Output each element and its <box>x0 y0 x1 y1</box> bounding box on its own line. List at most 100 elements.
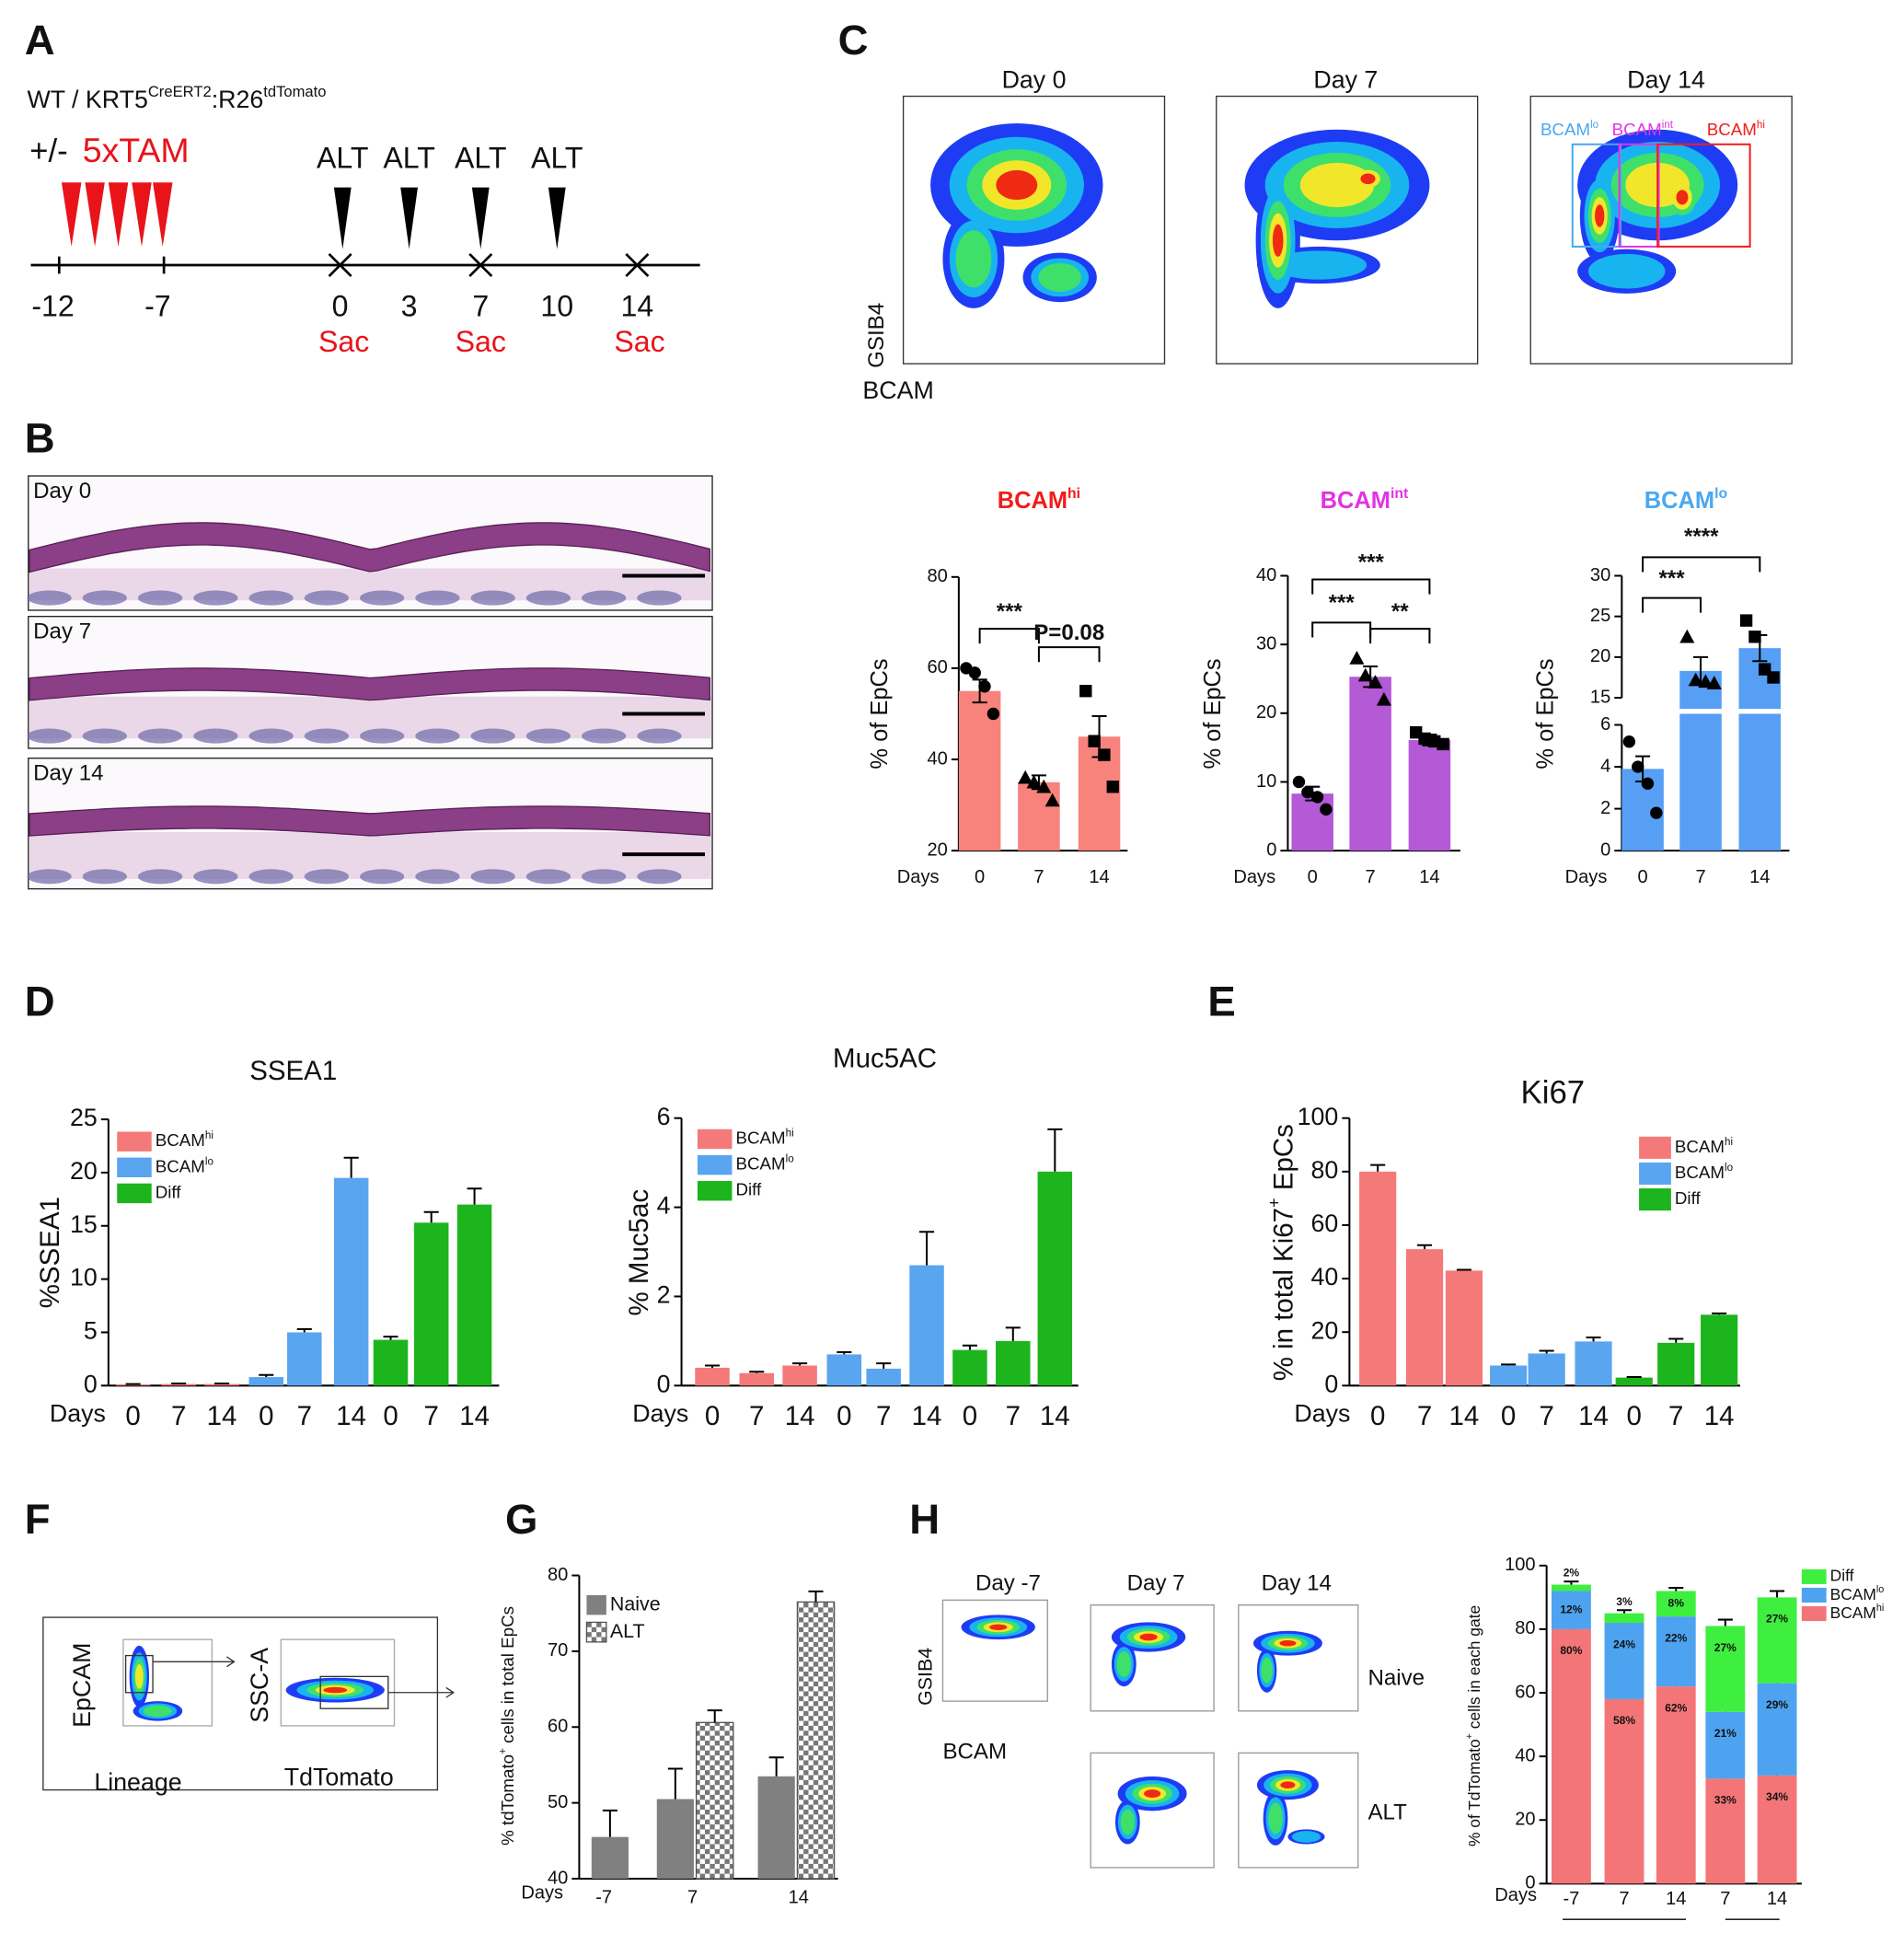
cartilage <box>525 590 571 606</box>
bar <box>456 1204 492 1386</box>
y-tick-label: 0 <box>1324 1370 1338 1397</box>
value-label: 80% <box>1560 1644 1582 1657</box>
bar <box>1445 1270 1483 1386</box>
tam-label: 5xTAM <box>83 131 190 169</box>
data-point <box>1018 770 1033 784</box>
flow-frame <box>902 95 1166 365</box>
gate-label: BCAMhi <box>1707 119 1765 139</box>
bar <box>115 1384 151 1386</box>
panel-letter: G <box>505 1496 537 1543</box>
text-part: + <box>1264 1198 1284 1208</box>
tam-arrow <box>61 182 82 247</box>
tam-arrow <box>153 182 173 247</box>
data-point <box>1641 777 1655 790</box>
value-label: 8% <box>1668 1596 1685 1609</box>
density-contour <box>1280 1781 1296 1789</box>
x-tick-label: -7 <box>1563 1889 1579 1909</box>
y-tick-label: 80 <box>548 1565 568 1585</box>
x-tick-label: 7 <box>424 1401 439 1431</box>
flow-frame <box>1529 95 1793 365</box>
flow-frame <box>1238 1604 1359 1712</box>
data-point <box>1098 748 1111 761</box>
bar <box>695 1367 730 1386</box>
value-label: 27% <box>1714 1641 1737 1654</box>
x-tick-label: 7 <box>1006 1401 1021 1431</box>
data-point <box>1349 651 1365 665</box>
chart-title: BCAMint <box>1321 486 1409 514</box>
y-tick-label: 0 <box>1525 1873 1535 1893</box>
value-label: 2% <box>1564 1567 1580 1580</box>
cartilage <box>27 590 72 606</box>
data-point <box>1320 803 1333 816</box>
value-label: 27% <box>1766 1613 1788 1626</box>
y-tick-label: 25 <box>70 1104 98 1131</box>
chart-title: Muc5AC <box>833 1044 937 1074</box>
timeline-day: 7 <box>472 289 489 322</box>
x-tick-label: 0 <box>963 1401 977 1431</box>
x-tick-label: 14 <box>1666 1889 1686 1909</box>
value-label: 3% <box>1616 1595 1633 1608</box>
cartilage <box>525 869 571 885</box>
sac-mark <box>468 253 493 278</box>
flow-title: Day 7 <box>1127 1570 1185 1595</box>
legend-swatch <box>586 1594 606 1615</box>
significance-bracket <box>1642 556 1761 573</box>
x-tick-label: 0 <box>383 1401 398 1431</box>
timeline-day: -12 <box>31 289 74 322</box>
x-tick-label: 14 <box>207 1401 237 1431</box>
data-point <box>1698 674 1714 689</box>
cartilage <box>470 590 515 606</box>
flow-x-label: BCAM <box>942 1740 1007 1765</box>
data-point <box>968 666 981 679</box>
cartilage <box>582 590 627 606</box>
flow-x-label: BCAM <box>862 376 933 404</box>
y-axis-label: % of EpCs <box>867 658 893 769</box>
bar-segment <box>1552 1591 1591 1629</box>
gate-label: BCAMint <box>1612 119 1674 139</box>
bar <box>796 1601 836 1880</box>
panel-letter: F <box>25 1496 51 1543</box>
legend-swatch <box>117 1183 152 1204</box>
y-tick-label: 10 <box>1256 771 1276 792</box>
bar <box>248 1377 284 1386</box>
x-tick-label: 7 <box>1539 1401 1553 1431</box>
significance-label: ** <box>1391 599 1409 624</box>
x-tick-label: 14 <box>1749 867 1770 887</box>
y-tick-label: 20 <box>1311 1316 1339 1344</box>
flow-frame <box>122 1638 213 1727</box>
x-tick-label: 7 <box>1695 867 1705 887</box>
bar <box>373 1339 409 1386</box>
data-point <box>1418 732 1431 746</box>
text-part: lo <box>1590 119 1598 131</box>
x-tick-label: 7 <box>687 1888 698 1908</box>
cartilage <box>415 869 460 885</box>
flow-label: TdTomato <box>284 1764 394 1791</box>
alt-label: ALT <box>531 142 583 175</box>
text-part: BCAM <box>998 488 1067 514</box>
epithelium <box>29 522 711 573</box>
x-tick-label: 14 <box>789 1888 809 1908</box>
flow-title: Day 14 <box>1627 66 1705 94</box>
y-tick-label: 30 <box>1590 565 1610 585</box>
genotype: WT / KRT5CreERT2:R26tdTomato <box>27 83 326 113</box>
cartilage <box>304 728 349 744</box>
y-tick-label: 60 <box>927 657 947 677</box>
legend-label: BCAMlo <box>1830 1584 1885 1603</box>
x-tick-label: 0 <box>1308 867 1318 887</box>
density-contour <box>1116 1650 1132 1677</box>
x-tick-label: 14 <box>1578 1401 1609 1431</box>
bar-segment <box>1656 1616 1696 1687</box>
text-part: lo <box>1725 1162 1733 1174</box>
y-tick-label: 40 <box>1256 565 1276 585</box>
y-tick-label: 50 <box>548 1792 568 1812</box>
chart-title: SSEA1 <box>249 1056 337 1086</box>
cartilage <box>248 728 294 744</box>
cartilage <box>193 869 238 885</box>
x-tick-label: 0 <box>125 1401 140 1431</box>
y-axis-label: % Muc5ac <box>624 1189 654 1316</box>
legend-swatch <box>697 1181 733 1201</box>
density-contour <box>996 169 1038 201</box>
x-tick-label: 14 <box>1767 1889 1787 1909</box>
y-tick-label: 4 <box>1600 756 1610 776</box>
data-point <box>1688 672 1703 687</box>
